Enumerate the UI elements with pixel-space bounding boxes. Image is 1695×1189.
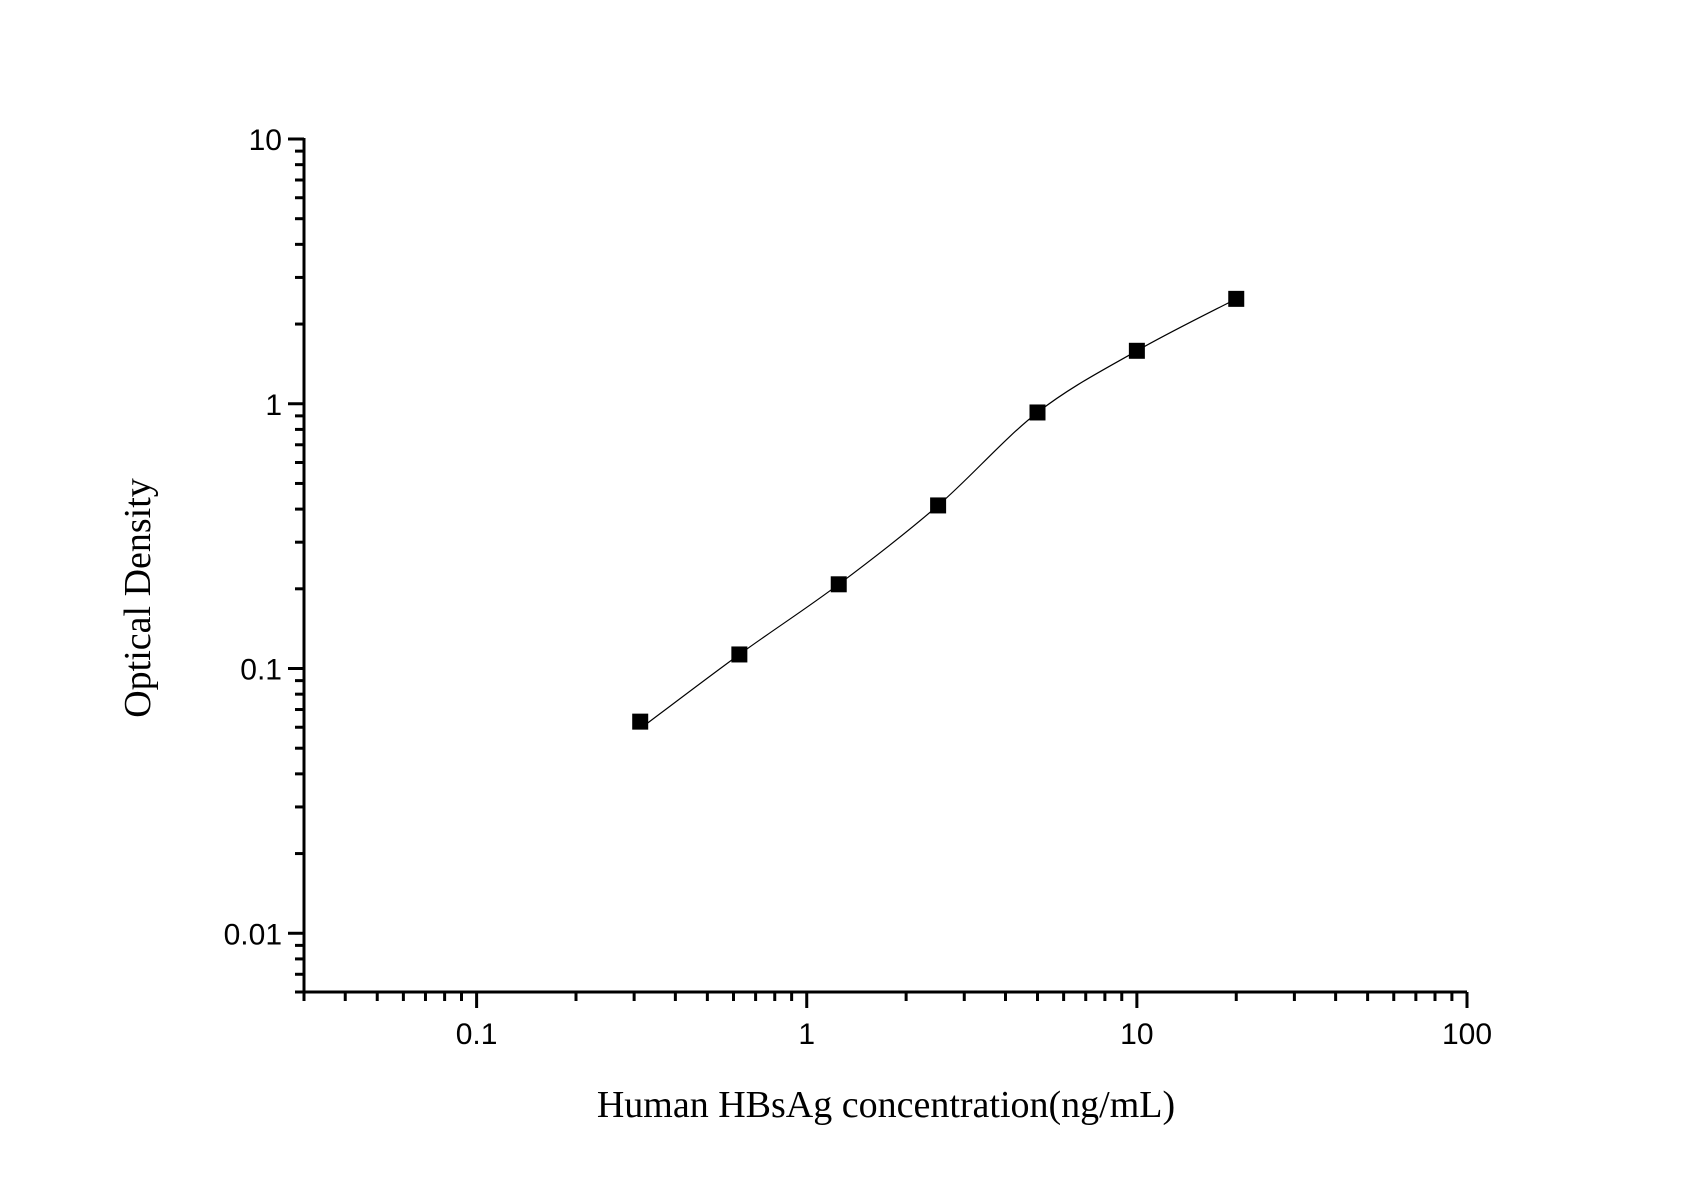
- data-points: [632, 290, 1245, 730]
- y-tick-label: 10: [249, 124, 282, 157]
- data-point: [830, 576, 847, 593]
- y-tick-labels: 0.01 0.1 1 10: [224, 124, 282, 951]
- y-tick-label: 0.01: [224, 918, 282, 951]
- data-point: [1128, 342, 1145, 359]
- x-tick-label: 10: [1120, 1018, 1153, 1051]
- y-axis-title: Optical Density: [117, 478, 159, 718]
- data-point: [731, 646, 748, 663]
- ticks: [288, 137, 1469, 1008]
- data-point: [632, 713, 649, 730]
- x-tick-label: 100: [1442, 1018, 1492, 1051]
- data-point: [930, 497, 947, 514]
- x-axis-title: Human HBsAg concentration(ng/mL): [597, 1084, 1175, 1126]
- x-tick-label: 0.1: [456, 1018, 498, 1051]
- data-point: [1228, 290, 1245, 307]
- x-tick-labels: 0.1 1 10 100: [456, 1018, 1492, 1051]
- y-tick-label: 0.1: [240, 654, 282, 687]
- x-tick-label: 1: [798, 1018, 815, 1051]
- y-tick-label: 1: [265, 389, 282, 422]
- axes: [302, 138, 1467, 994]
- fit-curve: [639, 298, 1237, 730]
- data-point: [1029, 404, 1046, 421]
